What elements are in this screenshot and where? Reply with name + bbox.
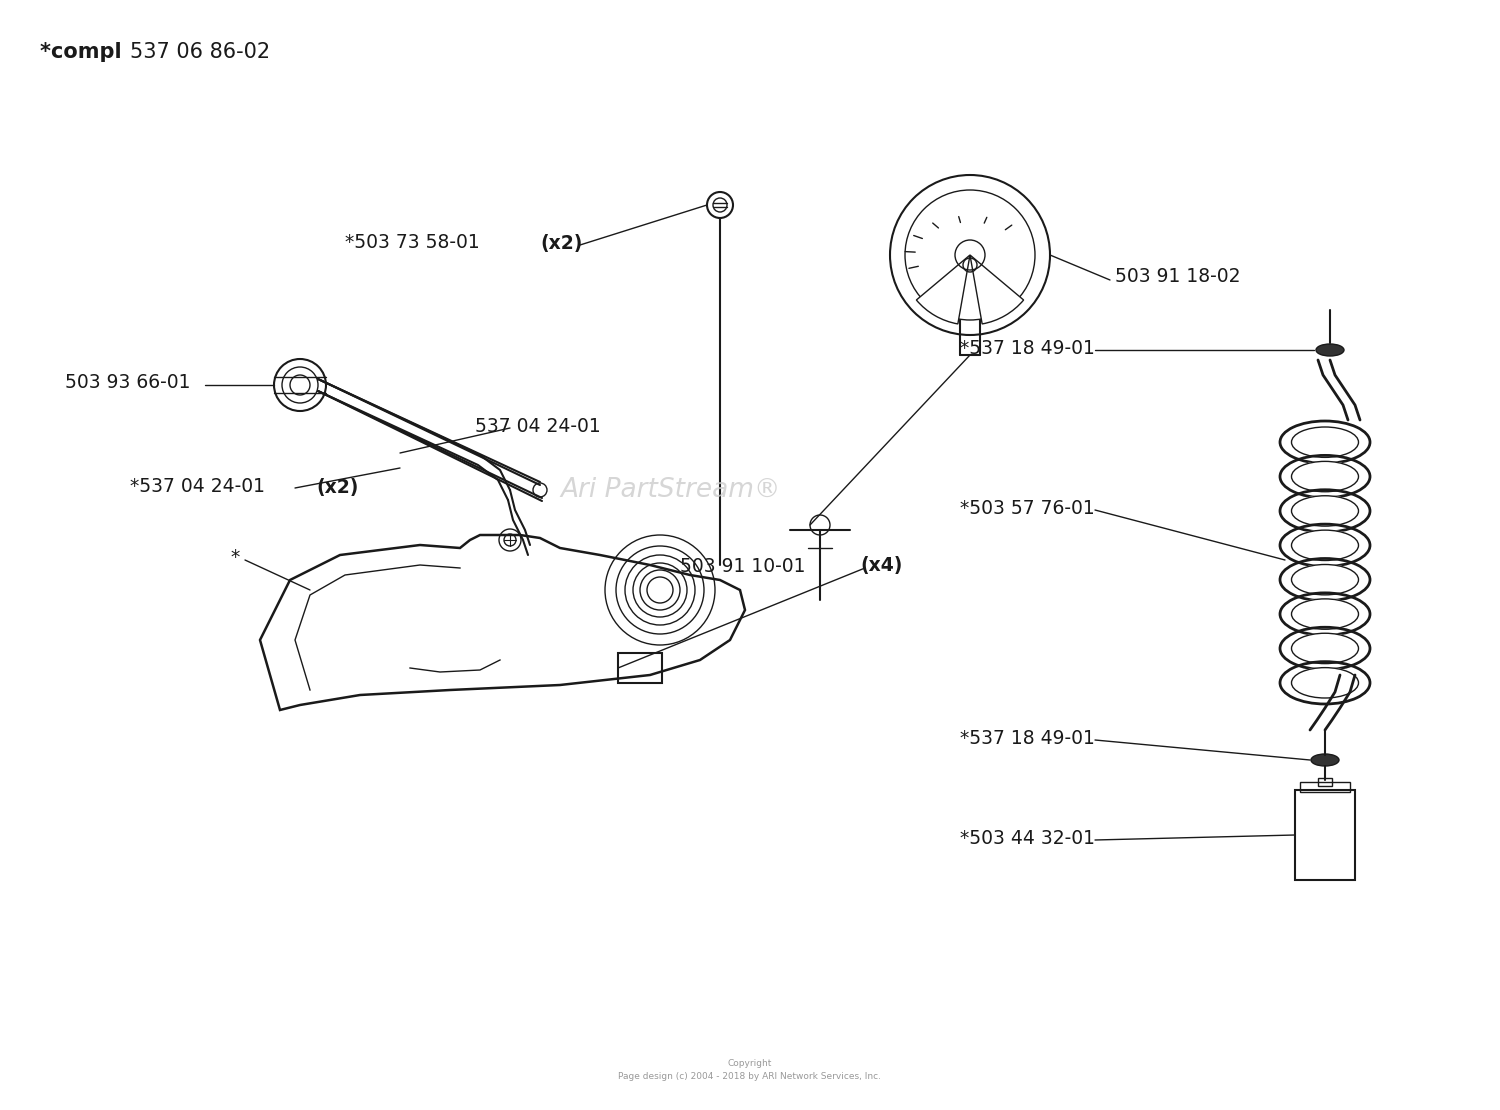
Text: Copyright
Page design (c) 2004 - 2018 by ARI Network Services, Inc.: Copyright Page design (c) 2004 - 2018 by… — [618, 1059, 882, 1081]
Text: *: * — [230, 548, 240, 567]
Bar — [1318, 778, 1332, 786]
Text: *503 57 76-01: *503 57 76-01 — [960, 498, 1095, 517]
Ellipse shape — [1292, 496, 1359, 526]
Text: 503 91 18-02: 503 91 18-02 — [1114, 268, 1240, 286]
Text: 537 06 86-02: 537 06 86-02 — [130, 42, 270, 62]
Bar — [1294, 790, 1354, 880]
Text: (x2): (x2) — [316, 477, 358, 496]
Wedge shape — [916, 255, 970, 324]
Text: *503 73 58-01: *503 73 58-01 — [345, 233, 486, 252]
Ellipse shape — [1316, 344, 1344, 356]
Text: *537 04 24-01: *537 04 24-01 — [130, 477, 272, 496]
Wedge shape — [970, 255, 1023, 324]
Text: 503 93 66-01: 503 93 66-01 — [64, 373, 190, 393]
Ellipse shape — [1292, 462, 1359, 492]
Text: Ari PartStream®: Ari PartStream® — [560, 477, 780, 503]
Ellipse shape — [1292, 565, 1359, 595]
Ellipse shape — [1292, 427, 1359, 457]
Text: (x4): (x4) — [859, 556, 903, 575]
Text: 503 91 10-01: 503 91 10-01 — [680, 556, 812, 575]
Text: 537 04 24-01: 537 04 24-01 — [476, 416, 600, 435]
Ellipse shape — [1292, 633, 1359, 664]
Text: *537 18 49-01: *537 18 49-01 — [960, 339, 1095, 357]
Text: *compl: *compl — [40, 42, 129, 62]
Text: *503 44 32-01: *503 44 32-01 — [960, 828, 1095, 848]
Text: *537 18 49-01: *537 18 49-01 — [960, 728, 1095, 747]
Ellipse shape — [1292, 599, 1359, 629]
Ellipse shape — [1311, 754, 1340, 766]
Ellipse shape — [1292, 667, 1359, 698]
Ellipse shape — [1292, 531, 1359, 561]
Bar — [618, 653, 662, 683]
Text: (x2): (x2) — [540, 233, 582, 252]
Bar — [1300, 783, 1350, 793]
